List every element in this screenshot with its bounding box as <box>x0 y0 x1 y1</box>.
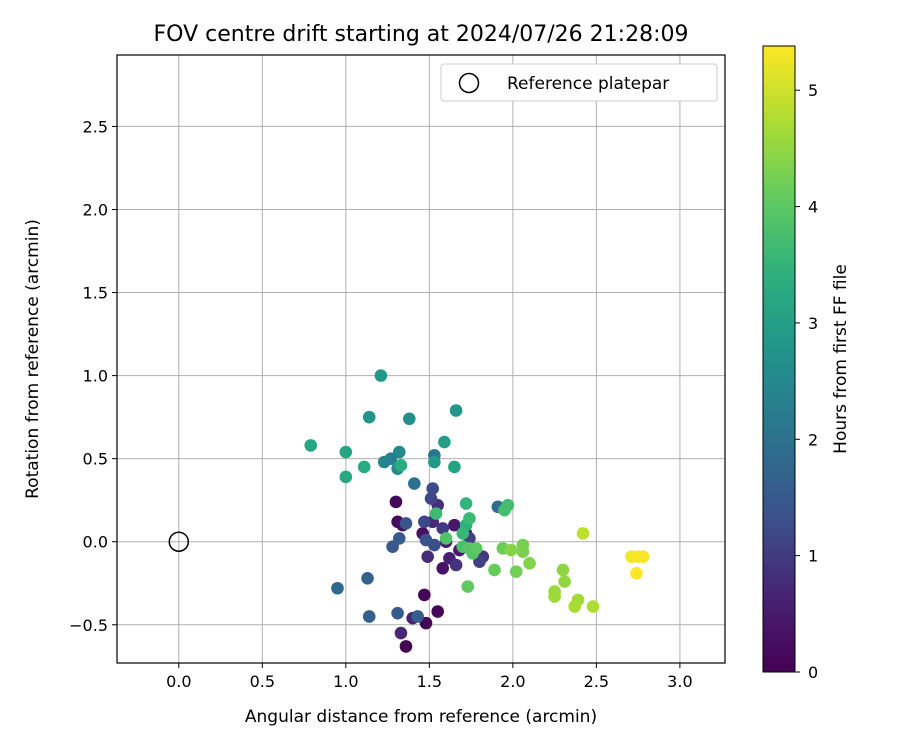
x-tick-label: 1.5 <box>417 672 442 691</box>
data-point <box>448 460 461 474</box>
x-tick-label: 2.5 <box>584 672 609 691</box>
data-point <box>421 550 434 563</box>
data-point <box>361 571 374 585</box>
y-tick-label: 2.0 <box>83 200 108 219</box>
data-point <box>392 445 406 459</box>
y-tick-label: 1.5 <box>83 284 108 303</box>
data-point <box>391 606 404 620</box>
colorbar-tick-label: 0 <box>808 663 818 682</box>
plot-area <box>116 54 726 664</box>
x-axis-ticks: 0.0 0.5 1.0 1.5 2.0 2.5 3.0 <box>166 663 693 691</box>
y-tick-label: 2.5 <box>83 117 108 136</box>
data-point <box>399 640 413 653</box>
data-point <box>568 600 581 613</box>
legend: Reference platepar <box>440 63 718 102</box>
y-tick-label: 0.0 <box>83 533 108 552</box>
data-point <box>357 460 371 474</box>
reference-marker <box>168 531 190 552</box>
data-point <box>426 482 439 495</box>
x-tick-label: 3.0 <box>667 672 692 691</box>
data-point <box>339 445 353 459</box>
data-points <box>304 369 650 653</box>
data-point <box>439 532 453 545</box>
x-tick-label: 1.0 <box>333 672 358 691</box>
data-point <box>461 580 475 593</box>
data-point <box>488 563 501 577</box>
data-point <box>362 610 376 623</box>
data-point <box>339 470 353 484</box>
data-point <box>498 503 511 517</box>
x-tick-label: 0.5 <box>250 672 275 691</box>
colorbar-tick-label: 4 <box>808 198 818 217</box>
data-point <box>429 507 443 520</box>
x-axis-label: Angular distance from reference (arcmin) <box>245 707 597 727</box>
colorbar-ticks: 0 1 2 3 4 5 <box>795 81 818 682</box>
x-tick-label: 2.0 <box>500 672 525 691</box>
data-point <box>418 588 431 602</box>
data-point <box>449 558 463 572</box>
data-point <box>389 495 403 509</box>
data-point <box>456 527 470 540</box>
data-point <box>392 532 406 545</box>
data-point <box>403 412 416 426</box>
data-point <box>586 600 600 613</box>
data-point <box>509 565 523 578</box>
colorbar: 0 1 2 3 4 5 Hours from first FF file <box>762 45 851 682</box>
data-point <box>469 542 483 555</box>
data-point <box>449 404 463 417</box>
colorbar-tick-label: 5 <box>808 81 818 100</box>
data-point <box>636 550 650 563</box>
colorbar-gradient <box>762 45 796 673</box>
plot-frame <box>116 54 726 664</box>
colorbar-tick-label: 1 <box>808 547 818 566</box>
data-point <box>419 533 433 547</box>
y-axis-ticks: −0.5 0.0 0.5 1.0 1.5 2.0 2.5 <box>69 117 117 635</box>
data-point <box>504 543 518 557</box>
y-axis-label: Rotation from reference (arcmin) <box>23 219 43 499</box>
data-point <box>630 566 643 580</box>
colorbar-tick-label: 2 <box>808 430 818 449</box>
data-point <box>331 581 344 595</box>
legend-marker-reference <box>458 72 480 94</box>
data-point <box>377 455 391 469</box>
data-point <box>516 545 530 558</box>
data-point <box>394 459 408 472</box>
y-tick-label: 0.5 <box>83 450 108 469</box>
data-point <box>431 605 445 618</box>
data-point <box>556 563 570 577</box>
y-tick-label: 1.0 <box>83 367 108 386</box>
data-point <box>459 497 473 510</box>
data-point <box>548 590 561 603</box>
chart-title: FOV centre drift starting at 2024/07/26 … <box>154 22 689 47</box>
data-point <box>304 439 318 452</box>
data-point <box>424 492 438 505</box>
data-point <box>438 435 451 449</box>
data-point <box>448 518 461 532</box>
data-point <box>408 477 421 490</box>
reference-layer <box>168 531 190 552</box>
data-point <box>558 575 571 588</box>
data-point <box>436 562 450 575</box>
grid-lines <box>117 55 725 663</box>
data-point <box>362 410 376 424</box>
data-point <box>399 517 413 530</box>
data-point <box>418 515 431 529</box>
x-tick-label: 0.0 <box>166 672 191 691</box>
data-point <box>428 455 441 469</box>
data-point <box>523 557 536 570</box>
data-point <box>374 369 388 382</box>
data-point <box>394 626 408 640</box>
colorbar-label: Hours from first FF file <box>831 264 851 454</box>
colorbar-tick-label: 3 <box>808 314 818 333</box>
data-point <box>463 512 476 525</box>
legend-label-reference: Reference platepar <box>507 74 669 94</box>
data-point <box>576 527 590 540</box>
data-point <box>411 610 424 623</box>
y-tick-label: −0.5 <box>69 616 108 635</box>
data-point <box>436 522 450 535</box>
legend-box <box>440 63 718 102</box>
